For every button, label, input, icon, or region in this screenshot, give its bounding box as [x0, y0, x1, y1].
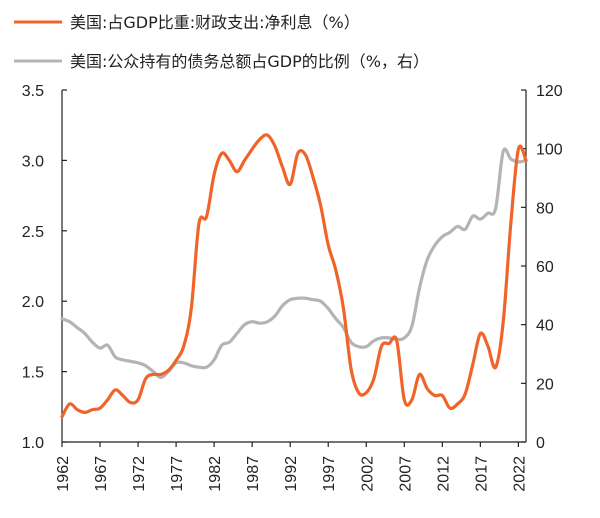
legend: 美国:占GDP比重:财政支出:净利息（%） 美国:公众持有的债务总额占GDP的比…: [14, 13, 429, 71]
x-tick-label: 2012: [435, 456, 452, 492]
series-lines: [60, 133, 528, 419]
x-tick-label: 2017: [473, 456, 490, 492]
right-tick-label: 40: [536, 318, 554, 335]
x-tick-label: 2002: [359, 456, 376, 492]
left-tick-label: 1.5: [22, 365, 44, 382]
right-axis-ticks: 0 20 40 60 80 100 120: [521, 83, 563, 452]
x-tick-label: 1962: [55, 456, 72, 492]
right-tick-label: 20: [536, 376, 554, 393]
left-tick-label: 1.0: [22, 435, 44, 452]
right-tick-label: 0: [536, 435, 545, 452]
series-line-interest: [60, 133, 528, 419]
x-tick-label: 1992: [283, 456, 300, 492]
right-tick-label: 60: [536, 259, 554, 276]
x-tick-label: 2022: [511, 456, 528, 492]
right-tick-label: 100: [536, 142, 563, 159]
legend-label-debt: 美国:公众持有的债务总额占GDP的比例（%，右）: [70, 52, 429, 71]
x-tick-label: 1987: [245, 456, 262, 492]
x-tick-label: 1997: [321, 456, 338, 492]
axes: [61, 90, 527, 443]
legend-label-interest: 美国:占GDP比重:财政支出:净利息（%）: [70, 13, 360, 32]
x-tick-label: 1967: [93, 456, 110, 492]
x-tick-label: 2007: [397, 456, 414, 492]
left-tick-label: 2.0: [22, 294, 44, 311]
series-line-debt: [60, 147, 528, 380]
left-tick-label: 2.5: [22, 224, 44, 241]
right-tick-label: 80: [536, 200, 554, 217]
x-tick-label: 1982: [207, 456, 224, 492]
x-axis-ticks: 1962 1967 1972 1977 1982 1987 1992 1997 2002 2007…: [55, 442, 528, 492]
x-tick-label: 1972: [131, 456, 148, 492]
left-axis-ticks: 1.0 1.5 2.0 2.5 3.0 3.5: [22, 83, 67, 452]
x-tick-label: 1977: [169, 456, 186, 492]
left-tick-label: 3.0: [22, 153, 44, 170]
left-tick-label: 3.5: [22, 83, 44, 100]
right-tick-label: 120: [536, 83, 563, 100]
